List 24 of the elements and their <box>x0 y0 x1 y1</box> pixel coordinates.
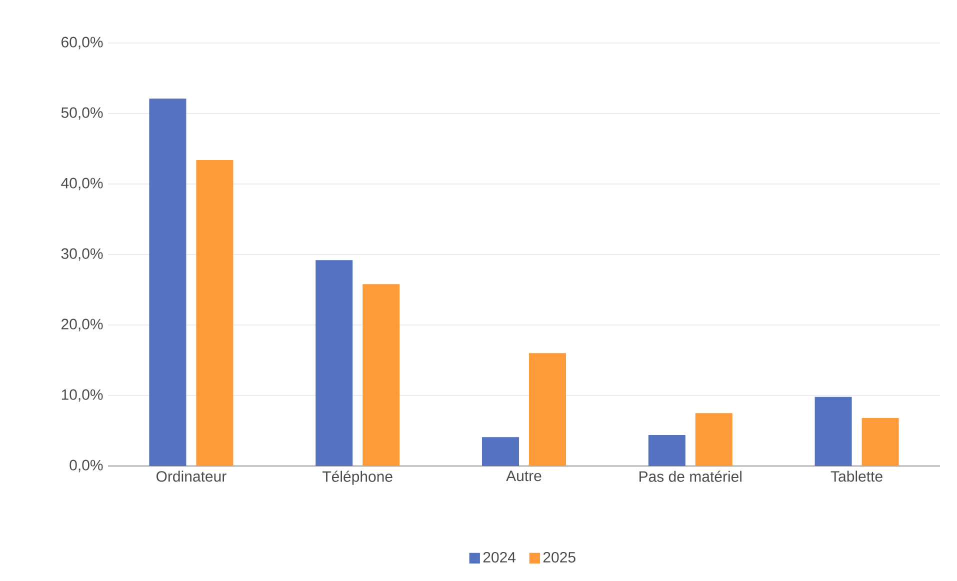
legend-label: 2025 <box>543 552 576 563</box>
x-tick-label: Téléphone <box>322 470 392 485</box>
bar <box>149 98 186 466</box>
bar <box>196 160 234 466</box>
x-tick-label: Tablette <box>830 470 882 482</box>
y-tick-label: 40,0% <box>61 178 103 190</box>
bar <box>316 260 353 466</box>
bar <box>648 434 686 466</box>
x-tick-label: Pas de matériel <box>640 470 742 482</box>
legend-label: 2024 <box>483 552 516 563</box>
bar <box>482 437 519 466</box>
y-tick-label: 50,0% <box>61 107 103 120</box>
x-tick-label: Ordinateur <box>156 470 226 482</box>
y-tick-label: 10,0% <box>62 389 103 402</box>
bar <box>362 284 400 466</box>
x-tick-label: Autre <box>506 470 542 482</box>
bar <box>862 418 899 466</box>
y-tick-label: 0,0% <box>70 460 103 472</box>
bar <box>695 413 732 466</box>
y-tick-label: 60,0% <box>62 36 103 50</box>
y-tick-label: 20,0% <box>62 318 103 332</box>
bar <box>814 396 852 466</box>
bar <box>529 353 566 466</box>
y-tick-label: 30,0% <box>61 248 103 261</box>
